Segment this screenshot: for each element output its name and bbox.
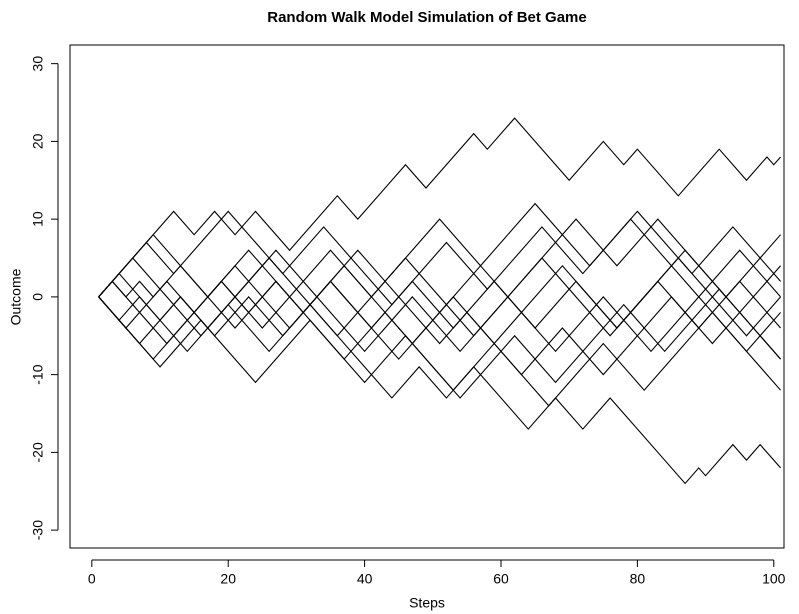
- walk-line: [98, 280, 782, 329]
- x-tick-label: 100: [762, 571, 786, 587]
- y-tick-label: -10: [30, 364, 46, 384]
- x-tick-label: 20: [220, 571, 236, 587]
- y-tick-label: 30: [30, 56, 46, 72]
- x-axis-label: Steps: [409, 595, 445, 611]
- y-tick-label: -20: [30, 442, 46, 462]
- walk-line: [98, 210, 782, 306]
- y-tick-label: 10: [30, 211, 46, 227]
- walk-line: [98, 296, 782, 353]
- y-tick-label: 20: [30, 133, 46, 149]
- walk-line: [98, 117, 782, 298]
- plot-frame: [69, 44, 785, 549]
- chart-title: Random Walk Model Simulation of Bet Game: [267, 9, 586, 26]
- y-tick-label: 0: [30, 293, 46, 301]
- x-tick-label: 80: [630, 571, 646, 587]
- x-tick-label: 60: [493, 571, 509, 587]
- y-tick-label: -30: [30, 520, 46, 540]
- walk-line: [98, 257, 782, 337]
- y-axis-label: Outcome: [8, 268, 24, 325]
- x-tick-label: 0: [88, 571, 96, 587]
- x-tick-label: 40: [357, 571, 373, 587]
